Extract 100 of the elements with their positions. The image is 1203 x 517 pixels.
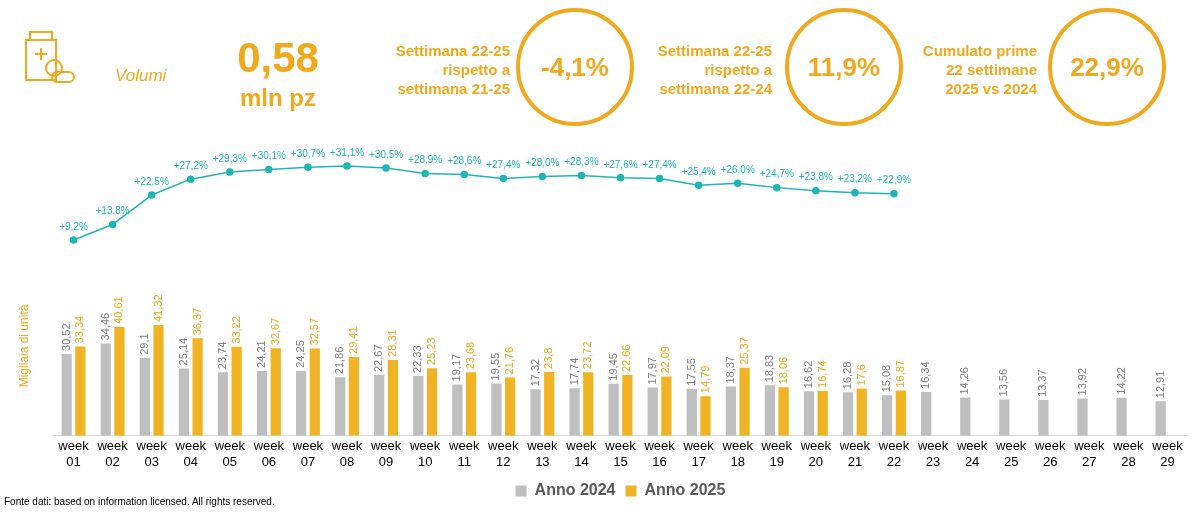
x-tick-label: week 08 (330, 438, 363, 469)
bar (856, 388, 867, 436)
legend-label: Anno 2024 (534, 481, 616, 499)
text: mln pz (239, 84, 317, 112)
bar (348, 356, 359, 436)
bar (544, 371, 555, 436)
data-label: 22,66 (620, 344, 633, 373)
data-label: +28,0% (525, 157, 560, 169)
y-axis-title: Migliaia di unità (17, 304, 31, 388)
bar (661, 376, 672, 436)
legend-label: Anno 2025 (644, 481, 726, 499)
bar (387, 359, 399, 436)
bar (270, 348, 281, 436)
data-label: 12,91 (1153, 370, 1166, 399)
bar (530, 389, 541, 436)
bar (686, 388, 697, 436)
data-label: +30,7% (290, 148, 326, 160)
x-tick-label: week 05 (213, 438, 246, 469)
data-label: +25,4% (681, 166, 716, 178)
point (226, 168, 234, 176)
text: Volumi (115, 66, 168, 86)
x-tick-label: week 12 (487, 438, 519, 469)
data-label: 41,32 (151, 294, 164, 322)
bar (491, 383, 502, 436)
text: Cumulato prime 22 settimane 2025 vs 2024 (921, 41, 1037, 98)
bar (153, 325, 164, 436)
data-label: 33,22 (229, 316, 242, 344)
data-label: 21,86 (333, 346, 346, 375)
point (382, 164, 390, 172)
data-label: 16,87 (893, 360, 906, 388)
data-label: +26,0% (720, 163, 755, 175)
data-label: 13,37 (1036, 369, 1049, 397)
bar (725, 386, 736, 436)
x-tick-label: week 18 (721, 438, 754, 469)
text: Settimana 22-25 rispetto a settimana 22-24 (656, 41, 772, 98)
data-label: +30,1% (251, 150, 287, 162)
x-tick-label: week 26 (1034, 438, 1066, 469)
circle-frame: 11,9% (785, 8, 903, 126)
point (265, 165, 273, 174)
bar (75, 346, 86, 436)
data-label: +27,2% (173, 159, 208, 171)
x-tick-label: week 24 (955, 438, 988, 469)
data-label: +30,5% (368, 148, 404, 160)
bar (895, 390, 906, 436)
data-label: 15,08 (880, 364, 893, 393)
x-tick-label: week 29 (1151, 438, 1184, 469)
circle-frame: -4,1% (516, 8, 634, 126)
data-label: 19,45 (606, 353, 619, 381)
text: Settimana 22-25 rispetto a settimana 21-25 (394, 41, 510, 98)
x-tick-label: week 01 (57, 438, 90, 469)
x-tick-label: week 11 (448, 438, 480, 469)
bar (217, 372, 229, 436)
point (186, 175, 195, 183)
data-label: +27,4% (642, 159, 677, 171)
data-label: 36,37 (190, 307, 203, 336)
source-note: Fonte dati: based on information licensed. All rights reserved. (4, 496, 275, 507)
data-label: +23,8% (798, 171, 834, 183)
data-label: 23,74 (216, 341, 228, 370)
text: 0,58 (236, 34, 320, 82)
point (538, 172, 547, 181)
x-tick-label: week 06 (252, 438, 285, 469)
data-label: 32,67 (268, 317, 281, 346)
point (343, 162, 351, 170)
point (733, 179, 742, 187)
bar (882, 395, 893, 436)
x-tick-label: week 14 (565, 438, 598, 469)
bar (764, 385, 776, 436)
bar (426, 368, 438, 436)
bar (778, 387, 789, 436)
data-label: 22,09 (659, 346, 672, 374)
point (460, 170, 468, 179)
data-label: 23,8 (542, 347, 555, 369)
bar (1077, 398, 1088, 436)
bar (999, 399, 1010, 436)
data-label: +28,3% (564, 156, 599, 168)
x-tick-label: week 09 (369, 438, 402, 469)
x-tick-label: week 10 (408, 438, 441, 469)
bar (1116, 397, 1127, 436)
point (890, 189, 898, 198)
point (577, 171, 586, 180)
data-label: 18,37 (723, 356, 736, 384)
bar (256, 370, 268, 436)
data-label: 17,32 (528, 358, 541, 387)
bar (583, 372, 594, 436)
data-label: 14,26 (958, 367, 971, 395)
bar (803, 391, 815, 436)
data-label: +28,9% (408, 154, 443, 166)
x-tick-label: week 19 (760, 438, 793, 469)
bar (569, 388, 580, 436)
bar (309, 348, 320, 436)
bar (921, 391, 932, 436)
bar (374, 375, 385, 436)
data-label: 17,97 (645, 357, 658, 385)
x-tick-label: week 22 (877, 438, 910, 469)
data-label: 13,56 (997, 368, 1010, 397)
x-tick-label: week 13 (526, 438, 559, 469)
x-tick-label: week 16 (643, 438, 676, 469)
data-label: 40,61 (112, 296, 125, 324)
point (69, 236, 78, 244)
point (812, 186, 820, 195)
